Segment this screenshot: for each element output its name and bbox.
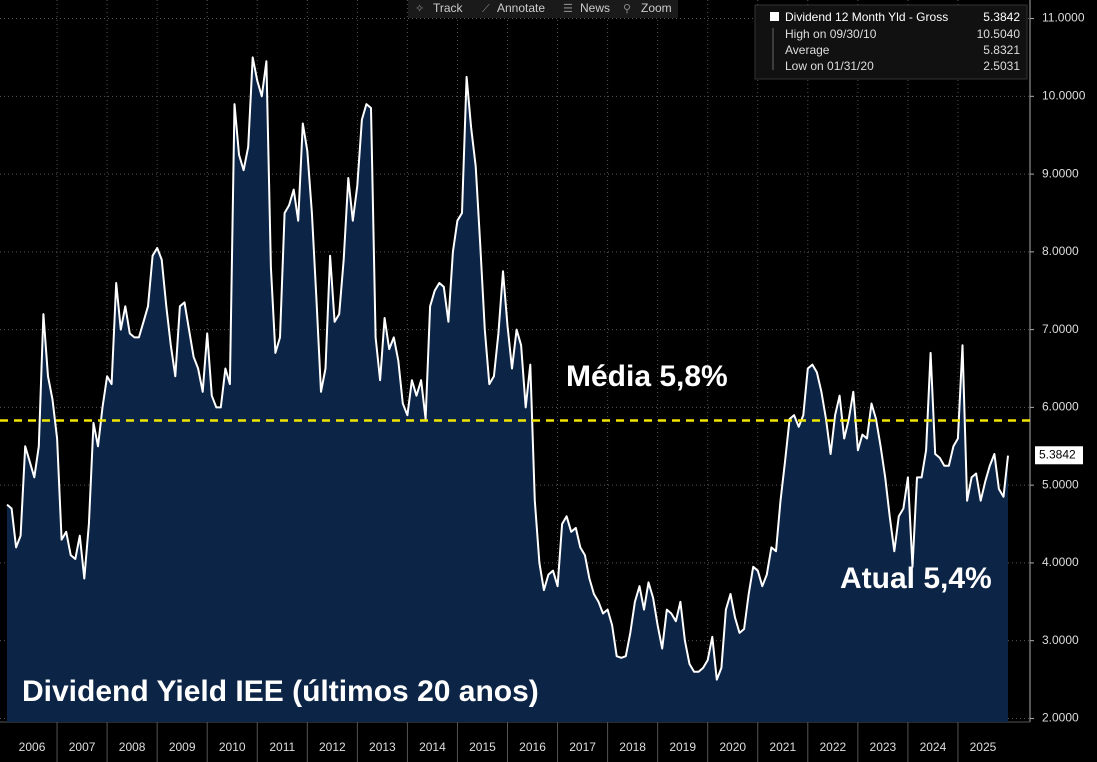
y-tick-label: 11.0000 [1042, 11, 1085, 25]
legend-title: Dividend 12 Month Yld - Gross [785, 10, 948, 24]
current-label: 5.3842 [1039, 447, 1076, 461]
x-tick-label: 2015 [469, 740, 496, 754]
icon: ⚲ [623, 3, 631, 15]
x-tick-label: 2014 [419, 740, 446, 754]
x-tick-label: 2012 [319, 740, 346, 754]
x-tick-label: 2021 [769, 740, 796, 754]
x-tick-label: 2022 [819, 740, 846, 754]
legend-label: Average [785, 43, 830, 57]
icon: ⟋ [482, 3, 490, 15]
y-tick-label: 4.0000 [1042, 555, 1079, 569]
x-tick-label: 2017 [569, 740, 596, 754]
toolbar-button[interactable]: Zoom [641, 1, 672, 15]
x-tick-label: 2016 [519, 740, 546, 754]
annotation: Atual 5,4% [840, 562, 992, 595]
toolbar: Track Annotate News Zoom ✧ ⟋ ☰ ⚲ [408, 0, 678, 18]
icon: ✧ [415, 3, 424, 15]
x-axis-band [0, 722, 1097, 762]
y-tick-label: 3.0000 [1042, 633, 1079, 647]
x-tick-label: 2010 [219, 740, 246, 754]
chart-title: Dividend Yield IEE (últimos 20 anos) [22, 675, 539, 708]
x-tick-label: 2020 [719, 740, 746, 754]
toolbar-button[interactable]: Track [433, 1, 464, 15]
legend: Dividend 12 Month Yld - Gross 5.3842 Hig… [754, 4, 1028, 80]
y-tick-label: 9.0000 [1042, 166, 1079, 180]
x-tick-label: 2011 [269, 740, 295, 754]
x-tick-label: 2006 [19, 740, 46, 754]
icon: ☰ [563, 3, 573, 15]
legend-value: 2.5031 [983, 59, 1020, 73]
y-tick-label: 7.0000 [1042, 322, 1079, 336]
x-tick-label: 2018 [619, 740, 646, 754]
x-tick-label: 2013 [369, 740, 396, 754]
toolbar-bg [408, 0, 678, 18]
x-tick-label: 2007 [69, 740, 96, 754]
x-tick-label: 2024 [920, 740, 947, 754]
x-tick-label: 2023 [870, 740, 897, 754]
x-tick-label: 2025 [970, 740, 997, 754]
legend-box [754, 4, 1028, 80]
x-tick-label: 2009 [169, 740, 196, 754]
y-tick-label: 2.0000 [1042, 711, 1079, 725]
line [6, 56, 1009, 681]
legend-value: 10.5040 [977, 27, 1021, 41]
legend-swatch [770, 12, 779, 21]
legend-value: 5.3842 [983, 10, 1020, 24]
toolbar-button[interactable]: News [580, 1, 610, 15]
legend-value: 5.8321 [983, 43, 1020, 57]
toolbar-button[interactable]: Annotate [497, 1, 545, 15]
x-tick-label: 2019 [669, 740, 696, 754]
y-tick-label: 5.0000 [1042, 477, 1079, 491]
annotation: Média 5,8% [566, 360, 728, 393]
y-tick-label: 8.0000 [1042, 244, 1079, 258]
y-tick-label: 6.0000 [1042, 400, 1079, 414]
area [7, 57, 1008, 722]
legend-label: Low on 01/31/20 [785, 59, 874, 73]
legend-label: High on 09/30/10 [785, 27, 877, 41]
current-marker [1035, 446, 1083, 465]
x-tick-label: 2008 [119, 740, 146, 754]
y-tick-label: 10.0000 [1042, 88, 1086, 102]
